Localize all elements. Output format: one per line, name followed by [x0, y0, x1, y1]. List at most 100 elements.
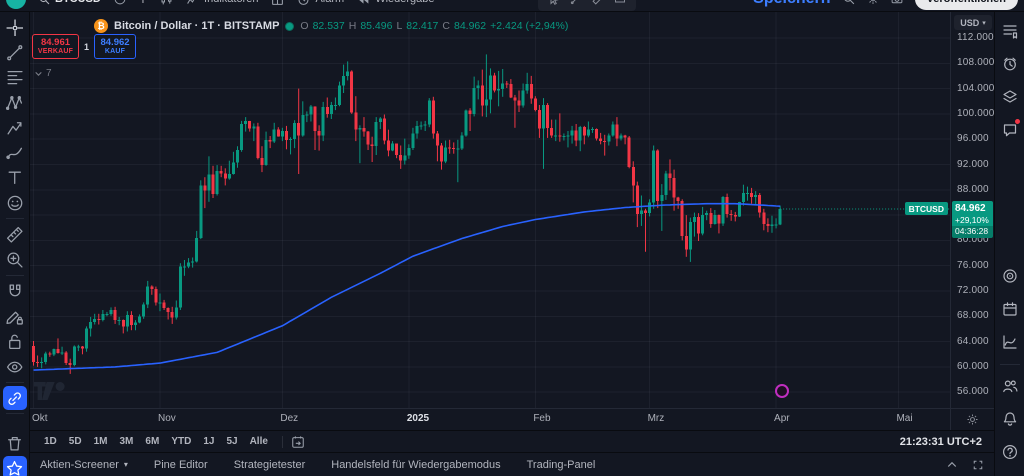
tool-crosshair[interactable] — [2, 15, 28, 40]
range-ytd[interactable]: YTD — [171, 436, 192, 447]
tool-trend-line[interactable] — [2, 40, 28, 65]
notification-badge — [1013, 118, 1021, 125]
compare-add-button[interactable]: + — [139, 0, 147, 7]
playback-button[interactable]: Wiedergabe — [357, 0, 435, 6]
price-tick: 104.000 — [957, 82, 995, 94]
sidebar-curve-chart-button[interactable] — [997, 329, 1023, 355]
bar-countdown: 04:36:28 — [952, 226, 993, 239]
axis-settings-corner[interactable] — [950, 409, 994, 430]
alert-clock-icon — [1003, 57, 1016, 71]
search-icon[interactable] — [843, 0, 855, 5]
chevron-down-icon — [35, 71, 42, 76]
tool-trash[interactable] — [2, 431, 28, 456]
lock-icon — [9, 334, 21, 350]
tool-forecast[interactable] — [2, 115, 28, 140]
time-tick: Mrz — [647, 413, 665, 424]
tab-pine-editor[interactable]: Pine Editor — [153, 458, 208, 471]
price-axis[interactable]: USD ▾ 84.962 +29,10% 04:36:28 112.000 108.… — [950, 12, 994, 408]
tool-xabcd-pattern[interactable] — [2, 90, 28, 115]
sell-button[interactable]: 84.961 VERKAUF — [32, 34, 79, 59]
tool-emoji[interactable] — [2, 190, 28, 215]
tab-trading-panel[interactable]: Trading-Panel — [526, 458, 596, 471]
event-marker[interactable] — [775, 384, 789, 398]
tool-text[interactable] — [2, 165, 28, 190]
candlestick-chart[interactable] — [30, 12, 950, 408]
gear-icon — [967, 414, 978, 425]
tool-zoom-in[interactable] — [2, 247, 28, 272]
tool-brush[interactable] — [2, 140, 28, 165]
spread-value: 1 — [84, 41, 90, 52]
tool-ruler[interactable] — [2, 222, 28, 247]
time-tick: Dez — [280, 413, 299, 424]
range-1j[interactable]: 1J — [203, 436, 215, 447]
time-axis[interactable]: Okt Nov Dez 2025 Feb Mrz Apr Mai — [30, 409, 950, 430]
toolbar-divider — [5, 413, 24, 414]
sidebar-help-button[interactable] — [997, 439, 1023, 465]
last-price-tag: 84.962 +29,10% 04:36:28 — [952, 201, 993, 239]
sidebar-bell-button[interactable] — [997, 406, 1023, 432]
publish-button[interactable]: Veröffentlichen — [914, 0, 1018, 10]
trade-buttons: 84.961 VERKAUF 1 84.962 KAUF — [32, 34, 137, 59]
sidebar-people-button[interactable] — [997, 373, 1023, 399]
sidebar-watchlist-button[interactable] — [997, 18, 1023, 44]
tool-lock[interactable] — [2, 329, 28, 354]
line-tool-icon — [570, 0, 576, 5]
sidebar-chat-button[interactable] — [997, 117, 1023, 143]
indicators-collapse-toggle[interactable]: 7 — [34, 68, 52, 79]
currency-selector[interactable]: USD ▾ — [954, 15, 992, 30]
camera-icon[interactable] — [891, 0, 903, 5]
range-alle[interactable]: Alle — [249, 436, 268, 447]
go-to-date-icon[interactable] — [291, 435, 305, 449]
tool-star[interactable] — [2, 456, 27, 476]
buy-button[interactable]: 84.962 KAUF — [94, 34, 137, 59]
help-icon[interactable] — [114, 0, 126, 5]
settings-gear-icon[interactable] — [867, 0, 879, 5]
chevron-down-icon: ▾ — [982, 19, 986, 27]
floating-toolbar[interactable] — [537, 0, 636, 11]
tool-eye[interactable] — [2, 354, 28, 379]
sidebar-hotlist-target-button[interactable] — [997, 263, 1023, 289]
range-1d[interactable]: 1D — [44, 436, 57, 447]
price-tick: 72.000 — [957, 285, 989, 296]
tab-handelsfeld-f-r-wiedergabemodus[interactable]: Handelsfeld für Wiedergabemodus — [331, 458, 501, 471]
sidebar-alert-clock-button[interactable] — [997, 51, 1023, 77]
tab-aktien-screener[interactable]: Aktien-Screener ▾ — [40, 458, 128, 471]
alarm-button[interactable]: Alarm — [297, 0, 344, 6]
tool-magnet[interactable] — [2, 279, 28, 304]
symbol-title[interactable]: Bitcoin / Dollar · 1T · BITSTAMP — [114, 20, 280, 32]
range-5j[interactable]: 5J — [226, 436, 238, 447]
measure-icon — [591, 0, 600, 5]
panel-open-icon[interactable] — [946, 459, 958, 471]
price-tick: 92.000 — [957, 158, 989, 170]
symbol-search-button[interactable]: BTCUSD — [39, 0, 101, 5]
clock[interactable]: 21:23:31 UTC+2 — [899, 435, 982, 448]
tool-link[interactable] — [2, 386, 27, 410]
layout-grid-icon[interactable] — [271, 0, 284, 6]
market-status-dot[interactable] — [285, 21, 295, 31]
tool-fib-retracement[interactable] — [2, 65, 28, 90]
chart-pane[interactable]: ₿ Bitcoin / Dollar · 1T · BITSTAMP O 82.5… — [30, 12, 950, 408]
tab-strategietester[interactable]: Strategietester — [233, 458, 306, 471]
watchlist-icon — [1002, 25, 1017, 39]
range-1m[interactable]: 1M — [93, 436, 108, 447]
range-5d[interactable]: 5D — [68, 436, 82, 447]
toolbar-divider — [5, 275, 24, 276]
price-tick: 100.000 — [957, 107, 995, 119]
fullscreen-icon[interactable] — [972, 459, 984, 471]
indicators-button[interactable]: Indikatoren — [186, 0, 258, 6]
range-6m[interactable]: 6M — [145, 436, 160, 447]
price-tick: 80.000 — [957, 234, 989, 246]
symbol-legend[interactable]: ₿ Bitcoin / Dollar · 1T · BITSTAMP O 82.5… — [94, 19, 568, 33]
range-3m[interactable]: 3M — [119, 436, 134, 447]
sidebar-calendar-button[interactable] — [997, 296, 1023, 322]
price-tick: 60.000 — [957, 360, 989, 372]
interval-button[interactable] — [160, 0, 173, 6]
save-button[interactable]: Speichern — [753, 0, 830, 8]
toolbar-divider — [5, 382, 24, 383]
tool-drawing-pencil-lock[interactable] — [2, 304, 28, 329]
sidebar-object-tree-button[interactable] — [997, 84, 1023, 110]
emoji-icon — [7, 195, 23, 211]
time-tick: Mai — [896, 413, 913, 424]
user-avatar[interactable] — [6, 0, 26, 9]
